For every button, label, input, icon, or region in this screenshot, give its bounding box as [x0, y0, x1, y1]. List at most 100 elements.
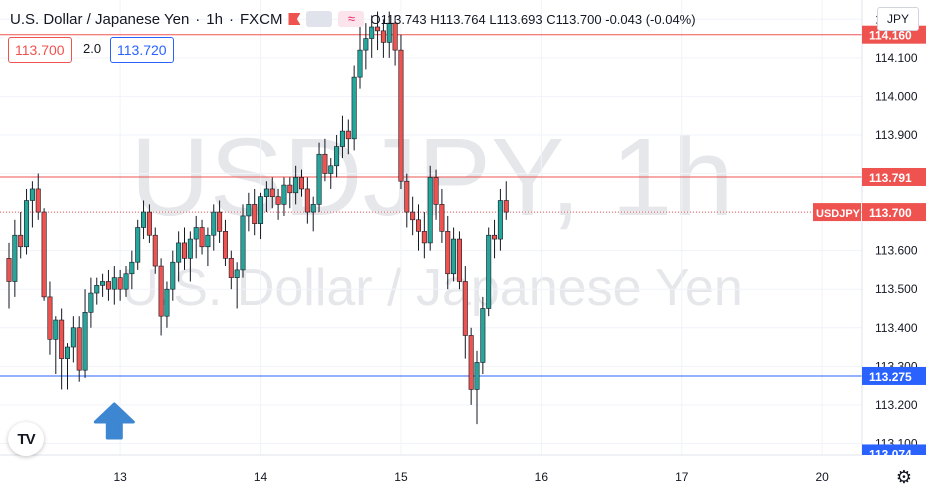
gear-icon[interactable]: ⚙	[895, 467, 912, 487]
candle	[375, 11, 381, 51]
annotation	[93, 402, 135, 440]
candle	[53, 316, 59, 375]
candle	[217, 200, 223, 243]
candle-body	[404, 180, 410, 213]
candle	[105, 269, 111, 301]
candle	[228, 250, 234, 290]
candle	[404, 173, 410, 228]
candle-body	[427, 177, 433, 244]
candle-body	[497, 200, 503, 240]
candle	[421, 212, 427, 259]
candle-body	[304, 188, 310, 213]
candle	[187, 231, 193, 282]
candle-body	[123, 273, 129, 290]
candle-body	[451, 238, 457, 275]
candle-body	[6, 258, 12, 282]
candle-body	[445, 231, 451, 275]
candle	[345, 119, 351, 155]
candle	[76, 316, 82, 382]
candle	[117, 269, 123, 301]
candle	[492, 219, 498, 259]
candle-body	[363, 38, 369, 51]
candle	[41, 208, 47, 301]
price-axis[interactable]: 113.100113.200113.300113.400113.500113.6…	[861, 0, 926, 493]
candle	[445, 215, 451, 290]
candle	[474, 350, 480, 425]
candle-body	[480, 308, 486, 363]
candle-body	[415, 219, 421, 232]
candle-body	[421, 231, 427, 244]
candle-body	[503, 200, 509, 213]
candle-body	[228, 258, 234, 278]
x-tick-label: 14	[254, 470, 268, 484]
candle-body	[158, 265, 164, 317]
candle-body	[141, 211, 147, 228]
candle-body	[211, 211, 217, 236]
tradingview-logo[interactable]: TV	[8, 422, 44, 456]
candle	[24, 188, 30, 255]
candle-body	[410, 211, 416, 221]
candle-body	[199, 227, 205, 248]
flag-icon[interactable]	[288, 13, 301, 25]
last-price-label-bg	[862, 203, 926, 222]
candle-body	[258, 196, 264, 224]
toggle-icon[interactable]	[306, 11, 333, 27]
candle	[199, 219, 205, 255]
candle	[129, 250, 135, 290]
interval-label[interactable]: 1h	[206, 10, 223, 28]
candle-body	[76, 327, 82, 371]
candle-body	[252, 204, 258, 224]
candle-body	[100, 281, 106, 286]
candle	[334, 134, 340, 178]
candle	[252, 188, 258, 236]
candle	[170, 250, 176, 301]
candle-body	[187, 238, 193, 259]
candle	[269, 177, 275, 209]
candle-body	[269, 188, 275, 197]
currency-selector[interactable]: JPY	[877, 7, 919, 31]
chart-header: U.S. Dollar / Japanese Yen · 1h · FXCM ≈…	[10, 10, 696, 28]
ohlc-values: O113.743 H113.764 L113.693 C113.700 -0.0…	[370, 11, 696, 27]
candle-body	[492, 234, 498, 240]
x-tick-label: 16	[535, 470, 549, 484]
symbol-title[interactable]: U.S. Dollar / Japanese Yen	[10, 10, 190, 28]
candle-body	[234, 269, 240, 278]
resistance-label-bg	[862, 167, 926, 186]
candle-body	[205, 234, 211, 248]
candle	[135, 219, 141, 270]
ask-price[interactable]: 113.720	[110, 37, 174, 63]
candle-body	[217, 211, 223, 232]
candle	[246, 192, 252, 232]
candle-body	[24, 200, 30, 248]
candle	[94, 277, 100, 305]
candle-body	[88, 292, 94, 313]
candle-body	[65, 346, 71, 359]
candle	[298, 169, 304, 197]
wave-icon[interactable]: ≈	[338, 11, 365, 27]
candle	[322, 138, 328, 182]
candle	[29, 181, 35, 228]
y-tick-label: 113.500	[875, 282, 918, 296]
time-axis[interactable]: 13 14 15 16 17 20	[0, 454, 926, 493]
candle-body	[439, 204, 445, 232]
candle-body	[281, 184, 287, 205]
candle	[468, 327, 474, 405]
candle-body	[298, 177, 304, 190]
candle-body	[170, 261, 176, 290]
candle-body	[351, 76, 357, 140]
candle	[451, 227, 457, 282]
resistance-label: 114.160	[869, 29, 912, 43]
candle	[222, 219, 228, 267]
bid-price[interactable]: 113.700	[8, 37, 72, 63]
candle-body	[59, 319, 65, 359]
candle-body	[474, 362, 480, 390]
candle-body	[176, 242, 182, 263]
candle	[205, 227, 211, 267]
candle-body	[164, 288, 170, 317]
candle-body	[246, 204, 252, 217]
candle-body	[222, 231, 228, 259]
candle	[357, 19, 363, 89]
price-axis-bg	[862, 0, 926, 493]
y-tick-label: 114.100	[875, 51, 918, 65]
